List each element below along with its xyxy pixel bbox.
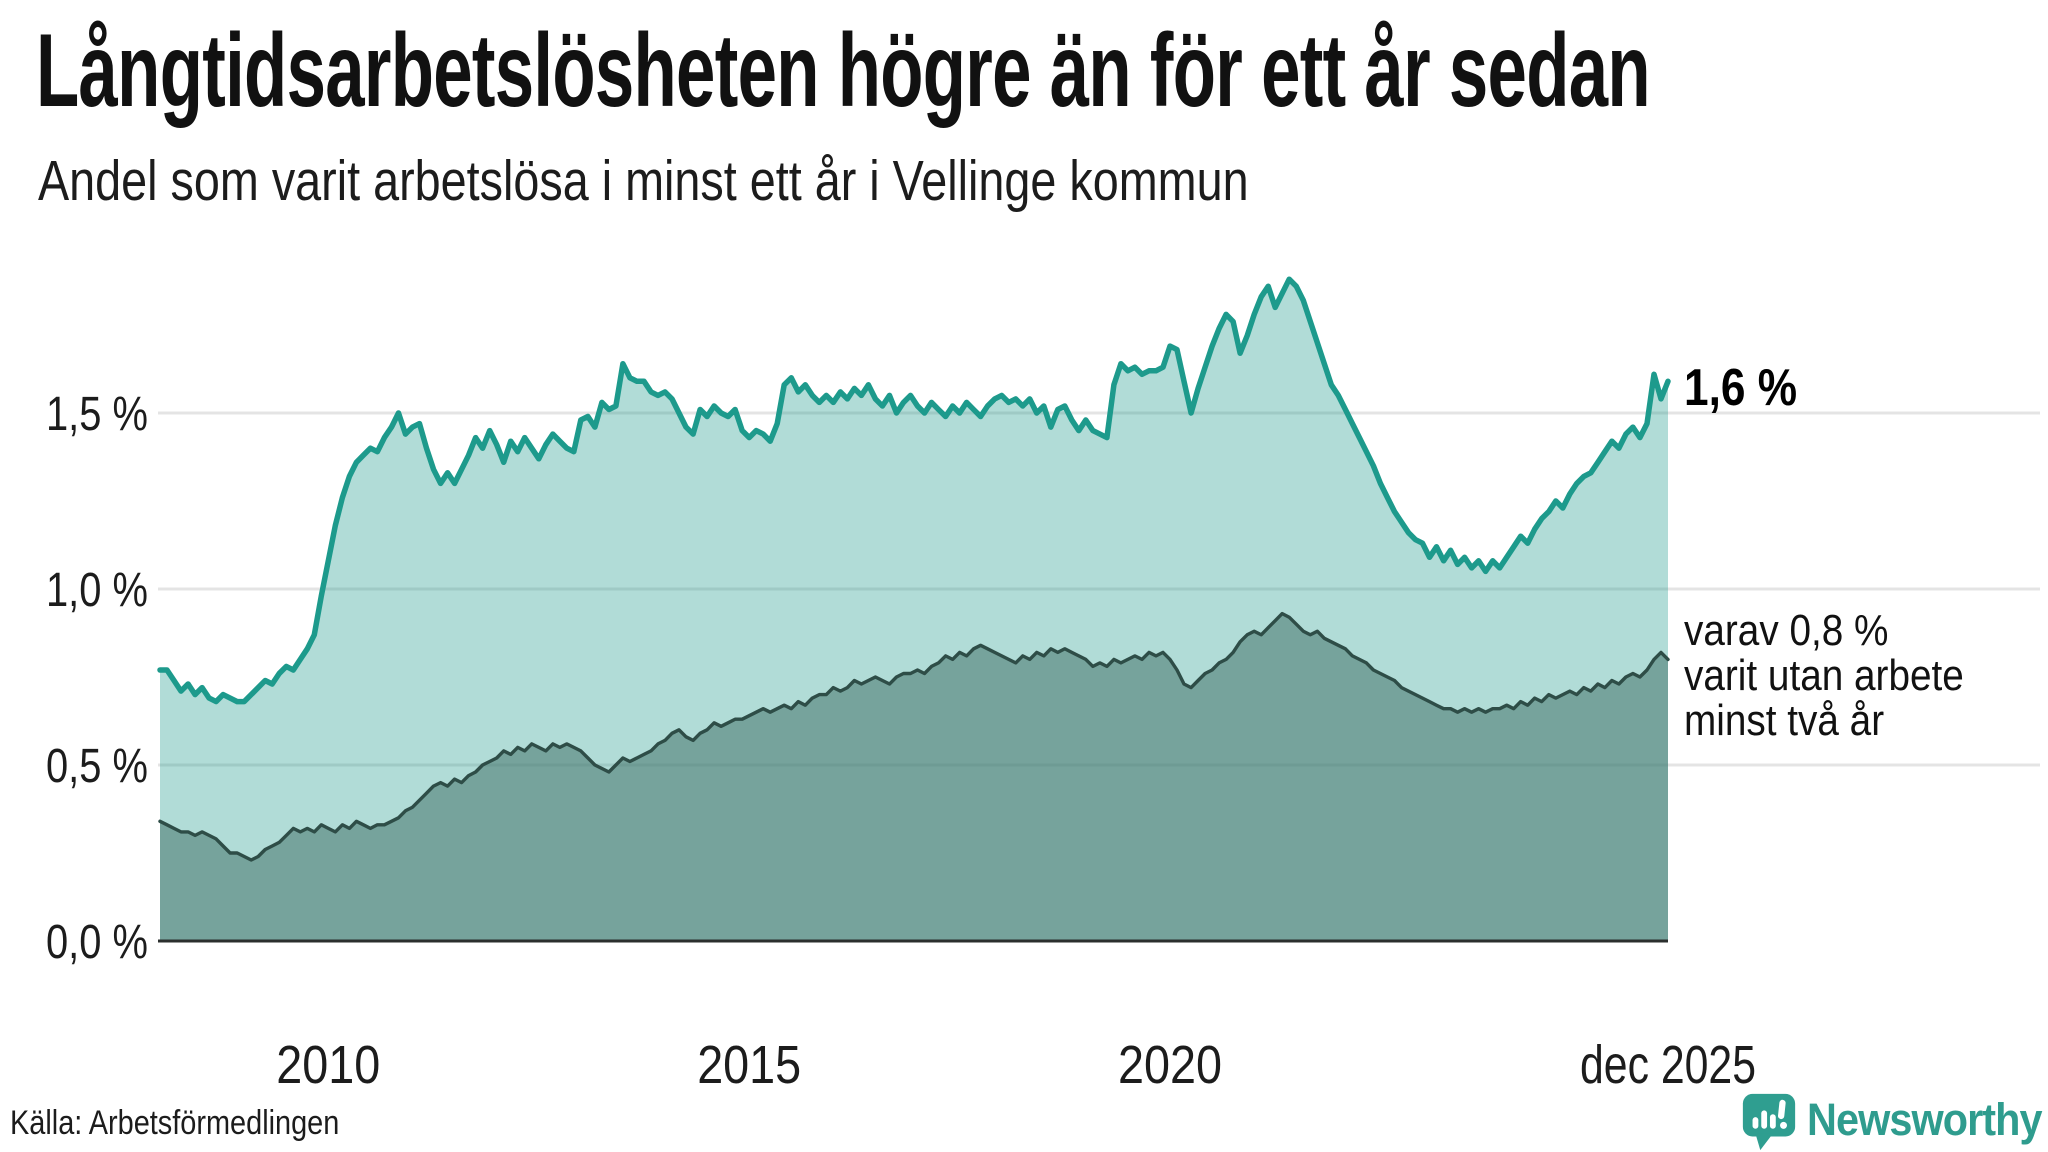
- y-tick-label: 1,5 %: [46, 388, 148, 441]
- logo-exclamation-dot: [1780, 1121, 1787, 1129]
- source-note: Källa: Arbetsförmedlingen: [10, 1104, 340, 1142]
- annotation-two-years-line1: varav 0,8 %: [1684, 606, 1889, 655]
- x-tick-label: dec 2025: [1580, 1035, 1756, 1095]
- x-tick-label: 2015: [697, 1035, 801, 1095]
- logo-bar-1: [1752, 1117, 1759, 1129]
- line-total: [157, 276, 1671, 705]
- annotation-two-years-line3: minst två år: [1684, 696, 1885, 745]
- x-tick-label: 2010: [276, 1035, 380, 1095]
- y-tick-label: 0,5 %: [46, 740, 148, 793]
- logo-bar-2: [1761, 1110, 1768, 1129]
- logo-bubble: [1742, 1093, 1796, 1137]
- x-tick-labels: 2010 2015 2020 dec 2025: [276, 1035, 1756, 1095]
- chart-title: Långtidsarbetslösheten högre än för ett …: [36, 13, 1651, 129]
- annotation-two-years-line2: varit utan arbete: [1684, 651, 1964, 700]
- y-tick-labels: 1,5 % 1,0 % 0,5 % 0,0 %: [46, 388, 148, 969]
- y-tick-label: 1,0 %: [46, 564, 148, 617]
- newsworthy-logo: Newsworthy: [1740, 1092, 2048, 1152]
- newsworthy-wordmark: Newsworthy: [1807, 1094, 2043, 1145]
- annotation-latest-value: 1,6 %: [1684, 359, 1798, 417]
- x-tick-label: 2020: [1118, 1035, 1222, 1095]
- logo-bubble-tail: [1755, 1133, 1773, 1151]
- y-tick-label: 0,0 %: [46, 916, 148, 969]
- newsworthy-icon: [1742, 1093, 1796, 1151]
- annotation-two-years-block: varav 0,8 % varit utan arbete minst två …: [1684, 608, 1964, 743]
- logo-bar-3: [1769, 1114, 1776, 1129]
- chart-subtitle: Andel som varit arbetslösa i minst ett å…: [38, 149, 1249, 213]
- line-two-years: [158, 611, 1670, 862]
- logo-exclamation-bar: [1777, 1099, 1786, 1120]
- area-two-years: [160, 613, 1668, 941]
